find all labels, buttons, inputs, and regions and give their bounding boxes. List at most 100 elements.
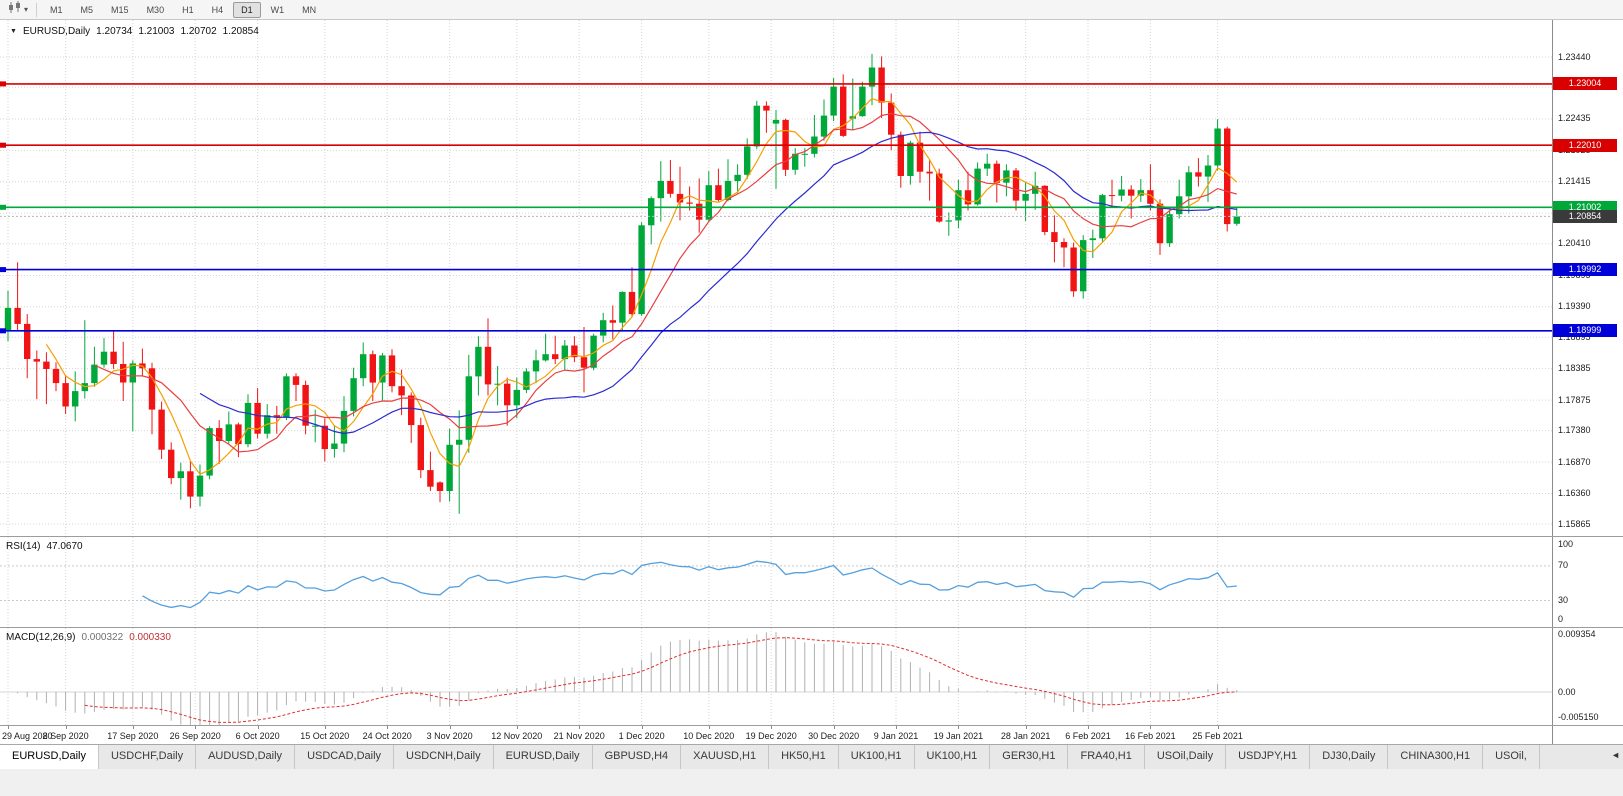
chart-tab[interactable]: UK100,H1 [914, 745, 991, 769]
chart-tab[interactable]: HK50,H1 [769, 745, 839, 769]
axis-label: 1.21415 [1558, 176, 1591, 187]
chart-symbol-label: EURUSD,Daily [22, 26, 91, 37]
candlestick-chart-icon [7, 0, 22, 19]
macd-signal-value: 0.000330 [129, 632, 171, 643]
chart-region: ▼ EURUSD,Daily 1.20734 1.21003 1.20702 1… [0, 20, 1623, 744]
chart-ohlc-title: ▼ EURUSD,Daily 1.20734 1.21003 1.20702 1… [10, 26, 259, 37]
axis-label: 1.17875 [1558, 394, 1591, 405]
chart-tab[interactable]: DJ30,Daily [1310, 745, 1389, 769]
date-label: 3 Nov 2020 [426, 731, 473, 741]
panel-separator[interactable] [0, 536, 1623, 537]
timeframe-button-mn[interactable]: MN [302, 4, 317, 15]
price-chart[interactable] [0, 20, 1552, 536]
date-label: 19 Dec 2020 [745, 731, 797, 741]
chart-tab[interactable]: UK100,H1 [838, 745, 915, 769]
date-label: 6 Feb 2021 [1065, 731, 1111, 741]
chart-tab[interactable]: USOil,Daily [1144, 745, 1227, 769]
chart-tab[interactable]: USDJPY,H1 [1226, 745, 1311, 769]
axis-label: 1.15865 [1558, 518, 1591, 529]
macd-name: MACD(12,26,9) [6, 632, 76, 643]
axis-label: -0.005150 [1558, 712, 1599, 722]
symbol-dropdown-icon[interactable]: ▼ [10, 28, 17, 35]
chart-tab[interactable]: GBPUSD,H4 [592, 745, 682, 769]
chart-tab[interactable]: USDCNH,Daily [394, 745, 494, 769]
axis-label: 1.19390 [1558, 301, 1591, 312]
macd-label: MACD(12,26,9) 0.000322 0.000330 [6, 632, 171, 643]
high-value: 1.21003 [138, 26, 175, 37]
timeframe-button-h1[interactable]: H1 [182, 4, 194, 15]
chart-tab[interactable]: EURUSD,Daily [0, 745, 99, 769]
timeframe-button-m15[interactable]: M15 [111, 4, 129, 15]
date-label: 19 Jan 2021 [933, 731, 984, 741]
timeframe-button-d1[interactable]: D1 [233, 1, 261, 18]
timeframe-button-h4[interactable]: H4 [211, 4, 224, 15]
toolbar-separator [36, 2, 38, 17]
axis-label: 70 [1558, 560, 1569, 571]
chart-tab[interactable]: USDCHF,Daily [98, 745, 197, 769]
timeframe-button-m5[interactable]: M5 [80, 4, 94, 15]
date-label: 15 Oct 2020 [300, 731, 350, 741]
chart-tab[interactable]: CHINA300,H1 [1388, 745, 1484, 769]
date-label: 26 Sep 2020 [169, 731, 221, 741]
axis-label: 1.16360 [1558, 487, 1591, 498]
date-label: 17 Sep 2020 [107, 731, 159, 741]
date-label: 6 Oct 2020 [235, 731, 280, 741]
date-label: 10 Dec 2020 [683, 731, 735, 741]
price-tag: 1.18999 [1553, 324, 1617, 338]
macd-main-value: 0.000322 [81, 632, 124, 643]
panel-separator [0, 725, 1623, 726]
open-value: 1.20734 [96, 26, 133, 37]
axis-label: 1.20410 [1558, 238, 1591, 249]
chart-tab[interactable]: FRA40,H1 [1068, 745, 1145, 769]
timeframe-toolbar: ▾ M1 M5 M15 M30 H1 H4 D1 W1 MN [0, 0, 1623, 20]
axis-label: 1.23440 [1558, 51, 1591, 62]
chart-tab[interactable]: XAUUSD,H1 [681, 745, 770, 769]
rsi-label: RSI(14) 47.0670 [6, 541, 83, 552]
chart-type-button[interactable]: ▾ [4, 0, 31, 20]
axis-label: 1.17380 [1558, 425, 1591, 436]
price-tag: 1.19992 [1553, 263, 1617, 277]
chart-tab[interactable]: USOil, [1483, 745, 1540, 769]
price-tag: 1.20854 [1553, 209, 1617, 223]
low-value: 1.20702 [180, 26, 217, 37]
chart-tab[interactable]: AUDUSD,Daily [196, 745, 296, 769]
date-label: 1 Dec 2020 [618, 731, 665, 741]
axis-label: 1.22435 [1558, 113, 1591, 124]
date-label: 30 Dec 2020 [808, 731, 860, 741]
date-label: 28 Jan 2021 [1000, 731, 1051, 741]
axis-label: 30 [1558, 595, 1569, 606]
date-label: 12 Nov 2020 [491, 731, 543, 741]
date-label: 16 Feb 2021 [1125, 731, 1176, 741]
axis-label: 1.18385 [1558, 363, 1591, 374]
price-tag: 1.22010 [1553, 138, 1617, 152]
chart-tab[interactable]: EURUSD,Daily [493, 745, 593, 769]
panel-separator[interactable] [0, 627, 1623, 628]
chart-tabs-bar: EURUSD,Daily USDCHF,Daily AUDUSD,Daily USDC… [0, 744, 1623, 769]
date-label: 24 Oct 2020 [362, 731, 412, 741]
date-label: 8 Sep 2020 [42, 731, 89, 741]
axis-label: 0 [1558, 614, 1564, 624]
price-tag: 1.23004 [1553, 77, 1617, 91]
rsi-value: 47.0670 [46, 541, 83, 552]
date-label: 25 Feb 2021 [1192, 731, 1243, 741]
macd-indicator-panel[interactable] [0, 628, 1552, 725]
chart-tab[interactable]: GER30,H1 [990, 745, 1069, 769]
timeframe-button-w1[interactable]: W1 [270, 4, 285, 15]
tab-scroll-left-icon[interactable]: ◄ [1611, 750, 1620, 760]
date-label: 9 Jan 2021 [873, 731, 919, 741]
price-axis[interactable]: 1.234401.229501.224351.219251.214151.209… [1552, 20, 1623, 744]
rsi-indicator-panel[interactable] [0, 537, 1552, 627]
timeframe-button-m1[interactable]: M1 [50, 4, 63, 15]
date-label: 29 Aug 2020 [2, 731, 53, 741]
close-value: 1.20854 [222, 26, 259, 37]
timeframe-buttons: M1 M5 M15 M30 H1 H4 D1 W1 MN [42, 1, 324, 18]
timeframe-button-m30[interactable]: M30 [146, 4, 165, 15]
rsi-name: RSI(14) [6, 541, 41, 552]
axis-label: 1.16870 [1558, 456, 1591, 467]
time-axis[interactable]: 29 Aug 2020 8 Sep 2020 17 Sep 2020 26 Sep 2… [0, 726, 1552, 744]
axis-label: 0.009354 [1558, 629, 1596, 639]
chart-tab[interactable]: USDCAD,Daily [295, 745, 395, 769]
axis-label: 0.00 [1558, 686, 1576, 697]
date-label: 21 Nov 2020 [553, 731, 605, 741]
